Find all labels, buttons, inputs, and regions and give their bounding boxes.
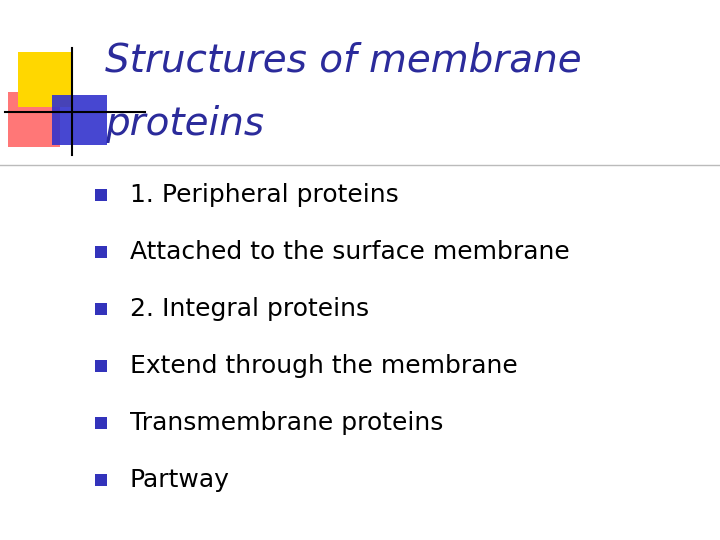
Bar: [95, 417, 107, 429]
Text: 1. Peripheral proteins: 1. Peripheral proteins: [130, 183, 399, 207]
Text: Transmembrane proteins: Transmembrane proteins: [130, 411, 444, 435]
Bar: [95, 189, 107, 201]
Bar: [95, 474, 107, 486]
Text: Partway: Partway: [130, 468, 230, 492]
Bar: [95, 303, 107, 315]
Bar: [8, 92, 60, 147]
Text: Attached to the surface membrane: Attached to the surface membrane: [130, 240, 570, 264]
Bar: [52, 95, 107, 145]
Bar: [18, 52, 73, 107]
Text: Extend through the membrane: Extend through the membrane: [130, 354, 518, 378]
Text: 2. Integral proteins: 2. Integral proteins: [130, 297, 369, 321]
Text: proteins: proteins: [105, 105, 264, 143]
Text: Structures of membrane: Structures of membrane: [105, 42, 582, 80]
Bar: [95, 360, 107, 372]
Bar: [95, 246, 107, 258]
